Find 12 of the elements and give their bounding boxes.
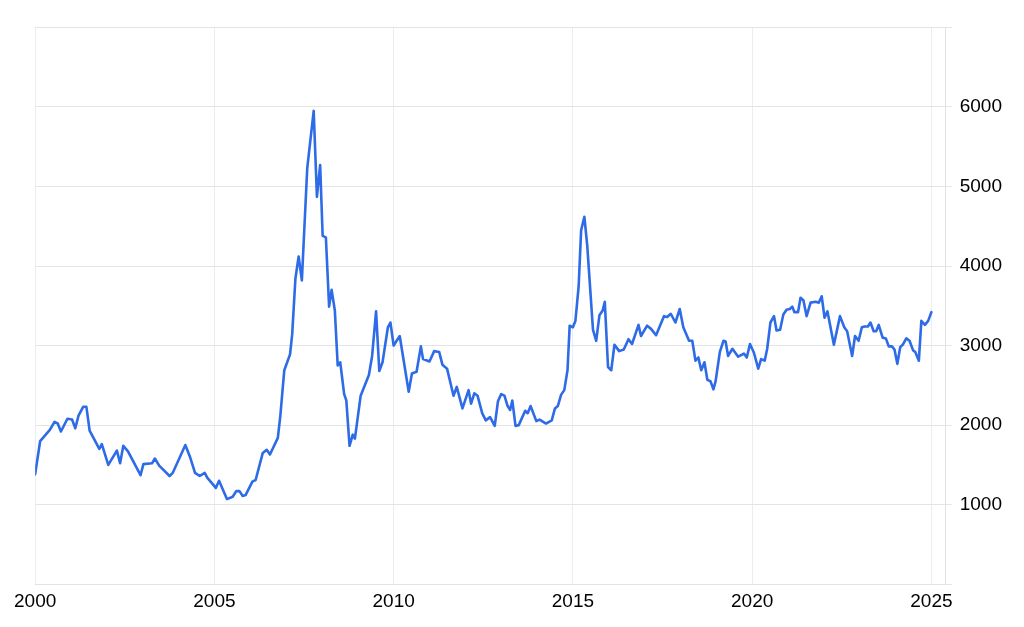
x-tick-label: 2020 xyxy=(731,589,774,611)
x-tick-label: 2025 xyxy=(910,589,953,611)
y-tick-label: 4000 xyxy=(959,254,1003,276)
x-tick-label: 2000 xyxy=(13,589,57,611)
x-tick-label: 2015 xyxy=(551,589,595,611)
y-tick-label: 1000 xyxy=(959,492,1003,514)
x-tick-label: 2010 xyxy=(372,589,415,611)
y-tick-label: 2000 xyxy=(959,413,1003,435)
x-tick-label: 2005 xyxy=(193,589,236,611)
y-tick-label: 6000 xyxy=(959,95,1003,117)
y-tick-label: 5000 xyxy=(959,174,1003,196)
y-tick-label: 3000 xyxy=(959,333,1003,355)
